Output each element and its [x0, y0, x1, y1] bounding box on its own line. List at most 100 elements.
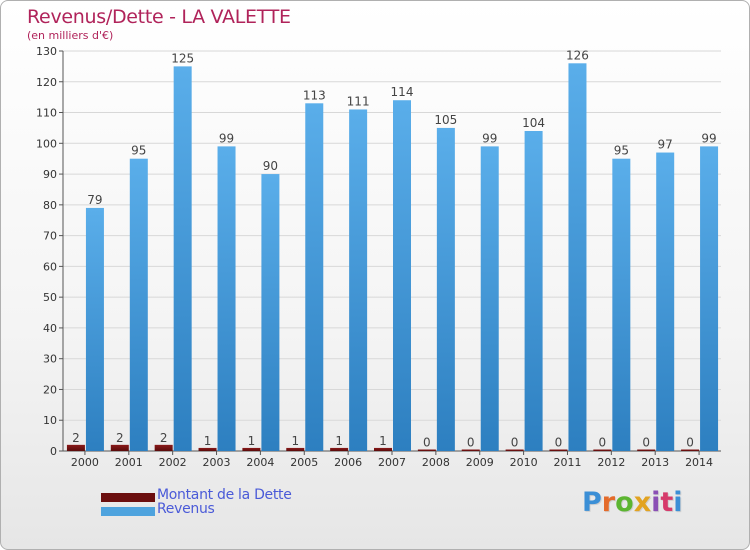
data-label-revenus: 90 — [263, 159, 278, 173]
data-labels: 2792952125199190111311111114010509901040… — [72, 48, 717, 449]
y-tick-label: 100 — [36, 137, 57, 150]
logo-letter: i — [651, 487, 661, 518]
bar-revenus — [305, 103, 324, 452]
data-label-revenus: 125 — [171, 51, 194, 65]
x-tick-label: 2002 — [159, 456, 187, 469]
y-tick-label: 50 — [43, 291, 57, 304]
y-tick-label: 70 — [43, 230, 57, 243]
legend-label-dette: Montant de la Dette — [157, 487, 292, 503]
data-label-revenus: 126 — [566, 48, 589, 62]
x-tick-label: 2011 — [553, 456, 581, 469]
bar-dette — [637, 449, 656, 451]
bar-dette — [110, 444, 129, 451]
bar-revenus — [524, 131, 543, 451]
y-tick-label: 60 — [43, 260, 57, 273]
x-tick-label: 2013 — [641, 456, 669, 469]
x-tick-label: 2010 — [510, 456, 538, 469]
data-label-dette: 0 — [686, 436, 694, 450]
logo-letter: r — [601, 487, 616, 518]
data-label-revenus: 95 — [131, 144, 146, 158]
bar-revenus — [217, 146, 236, 451]
data-label-revenus: 99 — [482, 131, 497, 145]
bar-revenus — [173, 66, 192, 451]
bar-revenus — [568, 63, 587, 452]
data-label-revenus: 99 — [219, 131, 234, 145]
bar-dette — [593, 449, 612, 451]
y-tick-label: 30 — [43, 353, 57, 366]
data-label-dette: 0 — [599, 436, 607, 450]
y-tick-label: 20 — [43, 383, 57, 396]
y-tick-label: 130 — [36, 45, 57, 58]
legend-swatch-dette — [101, 493, 155, 502]
data-label-revenus: 79 — [87, 193, 102, 207]
bar-dette — [330, 447, 349, 451]
data-label-revenus: 95 — [614, 144, 629, 158]
x-tick-label: 2006 — [334, 456, 362, 469]
y-tick-label: 120 — [36, 76, 57, 89]
bar-dette — [198, 447, 217, 451]
data-label-dette: 1 — [291, 434, 299, 448]
y-tick-label: 0 — [50, 445, 57, 458]
bar-revenus — [700, 146, 719, 451]
data-label-dette: 1 — [204, 434, 212, 448]
bar-revenus — [436, 127, 455, 451]
logo-letter: P — [582, 487, 602, 518]
data-label-dette: 2 — [72, 431, 80, 445]
data-label-dette: 0 — [467, 436, 475, 450]
x-tick-label: 2003 — [203, 456, 231, 469]
data-label-revenus: 99 — [701, 131, 716, 145]
bar-revenus — [349, 109, 368, 451]
data-label-dette: 1 — [379, 434, 387, 448]
data-label-revenus: 114 — [391, 85, 414, 99]
data-label-dette: 0 — [642, 436, 650, 450]
y-tick-label: 40 — [43, 322, 57, 335]
logo-letter: o — [615, 487, 634, 518]
x-tick-label: 2001 — [115, 456, 143, 469]
bar-revenus — [656, 152, 675, 452]
data-label-dette: 0 — [511, 436, 519, 450]
x-tick-label: 2005 — [290, 456, 318, 469]
chart-title: Revenus/Dette - LA VALETTE — [27, 6, 291, 28]
bar-revenus — [612, 158, 631, 451]
logo-letter: t — [660, 487, 674, 518]
bar-revenus — [480, 146, 499, 451]
bars — [66, 63, 719, 452]
data-label-revenus: 113 — [303, 88, 326, 102]
x-tick-label: 2004 — [246, 456, 274, 469]
logo-letter: i — [673, 487, 683, 518]
bar-dette — [242, 447, 261, 451]
x-tick-label: 2012 — [597, 456, 625, 469]
bar-revenus — [261, 174, 280, 452]
x-tick-label: 2014 — [685, 456, 713, 469]
data-label-dette: 2 — [116, 431, 124, 445]
bar-revenus — [85, 207, 104, 451]
data-label-dette: 1 — [335, 434, 343, 448]
x-tick-label: 2009 — [466, 456, 494, 469]
bar-dette — [549, 449, 568, 451]
y-tick-label: 90 — [43, 168, 57, 181]
bar-dette — [374, 447, 392, 451]
proxiti-logo: Proxiti — [582, 487, 683, 518]
data-label-dette: 0 — [423, 436, 431, 450]
logo-letter: x — [633, 487, 652, 518]
bar-dette — [681, 449, 700, 451]
data-label-dette: 1 — [248, 434, 256, 448]
bar-dette — [417, 449, 436, 451]
bar-dette — [66, 444, 85, 451]
bar-dette — [461, 449, 480, 451]
y-tick-label: 110 — [36, 107, 57, 120]
bar-revenus — [129, 158, 148, 451]
y-tick-label: 80 — [43, 199, 57, 212]
x-tick-label: 2000 — [71, 456, 99, 469]
data-label-revenus: 97 — [658, 138, 673, 152]
bar-dette — [286, 447, 305, 451]
legend-swatch-revenus — [101, 507, 155, 516]
legend-label-revenus: Revenus — [157, 501, 215, 517]
bar-dette — [154, 444, 173, 451]
bar-dette — [505, 449, 524, 451]
data-label-revenus: 104 — [522, 116, 545, 130]
data-label-dette: 2 — [160, 431, 168, 445]
